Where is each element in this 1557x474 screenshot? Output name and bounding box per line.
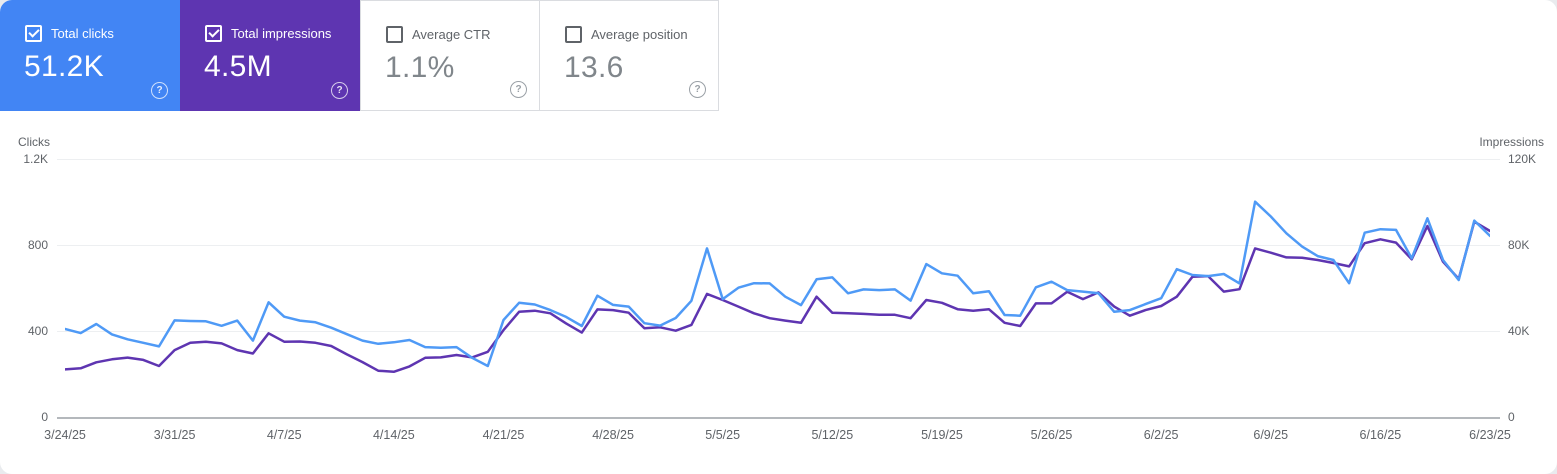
x-axis-tick-label: 4/14/25 — [372, 428, 415, 442]
total-impressions-checkbox-icon[interactable] — [205, 25, 222, 42]
average-ctr-card[interactable]: Average CTR 1.1% — [360, 0, 540, 111]
metric-card-label: Total impressions — [231, 26, 332, 41]
left-axis-title: Clicks — [18, 135, 50, 149]
x-axis-tick-label: 6/9/25 — [1253, 428, 1289, 442]
total-impressions-card[interactable]: Total impressions 4.5M — [180, 0, 360, 111]
metric-card-value: 1.1% — [385, 51, 455, 84]
x-axis-tick-label: 5/26/25 — [1030, 428, 1073, 442]
x-axis-tick-label: 4/28/25 — [592, 428, 634, 442]
help-icon[interactable] — [510, 81, 527, 98]
help-icon[interactable] — [331, 82, 348, 99]
metric-card-value: 13.6 — [564, 51, 624, 84]
x-axis-tick-label: 4/21/25 — [482, 428, 525, 442]
metric-card-label: Average CTR — [412, 27, 491, 42]
average-position-checkbox-icon[interactable] — [565, 26, 582, 43]
left-axis-tick-label: 400 — [27, 324, 48, 338]
gridline — [57, 331, 1500, 332]
x-axis-tick-label: 5/12/25 — [811, 428, 854, 442]
average-position-card[interactable]: Average position 13.6 — [539, 0, 719, 111]
metric-card-value: 4.5M — [204, 50, 272, 83]
x-axis-tick-label: 3/24/25 — [44, 428, 86, 442]
right-axis-tick-label: 40K — [1508, 324, 1530, 338]
right-axis-title: Impressions — [1479, 135, 1544, 149]
x-axis-tick-label: 6/16/25 — [1359, 428, 1402, 442]
total-clicks-card[interactable]: Total clicks 51.2K — [0, 0, 180, 111]
x-axis-tick-label: 6/2/25 — [1143, 428, 1179, 442]
x-axis-tick-label: 6/23/25 — [1469, 428, 1511, 442]
total-clicks-checkbox-icon[interactable] — [25, 25, 42, 42]
right-axis-tick-label: 120K — [1508, 152, 1537, 166]
gridline — [57, 159, 1500, 160]
metric-card-value: 51.2K — [24, 50, 104, 83]
metric-card-label: Total clicks — [51, 26, 114, 41]
right-axis-tick-label: 80K — [1508, 238, 1530, 252]
x-axis-tick-label: 4/7/25 — [266, 428, 302, 442]
x-axis-tick-label: 5/19/25 — [921, 428, 963, 442]
clicks-line — [65, 200, 1490, 368]
chart-plot-area[interactable] — [65, 160, 1490, 418]
left-axis-tick-label: 1.2K — [23, 152, 48, 166]
x-axis-line — [57, 417, 1500, 419]
x-axis-tick-label: 3/31/25 — [153, 428, 196, 442]
left-axis-tick-label: 0 — [41, 410, 48, 424]
metric-card-label: Average position — [591, 27, 688, 42]
performance-chart[interactable]: Clicks Impressions 0 400 800 1.2K 0 40K 80K 12… — [0, 111, 1557, 474]
help-icon[interactable] — [689, 81, 706, 98]
left-axis-tick-label: 800 — [27, 238, 48, 252]
x-axis-tick-label: 5/5/25 — [705, 428, 741, 442]
metric-cards-row: Total clicks 51.2K Total impressions 4.5… — [0, 0, 1557, 111]
help-icon[interactable] — [151, 82, 168, 99]
right-axis-tick-label: 0 — [1508, 410, 1515, 424]
gridline — [57, 245, 1500, 246]
impressions-line — [65, 220, 1490, 374]
average-ctr-checkbox-icon[interactable] — [386, 26, 403, 43]
